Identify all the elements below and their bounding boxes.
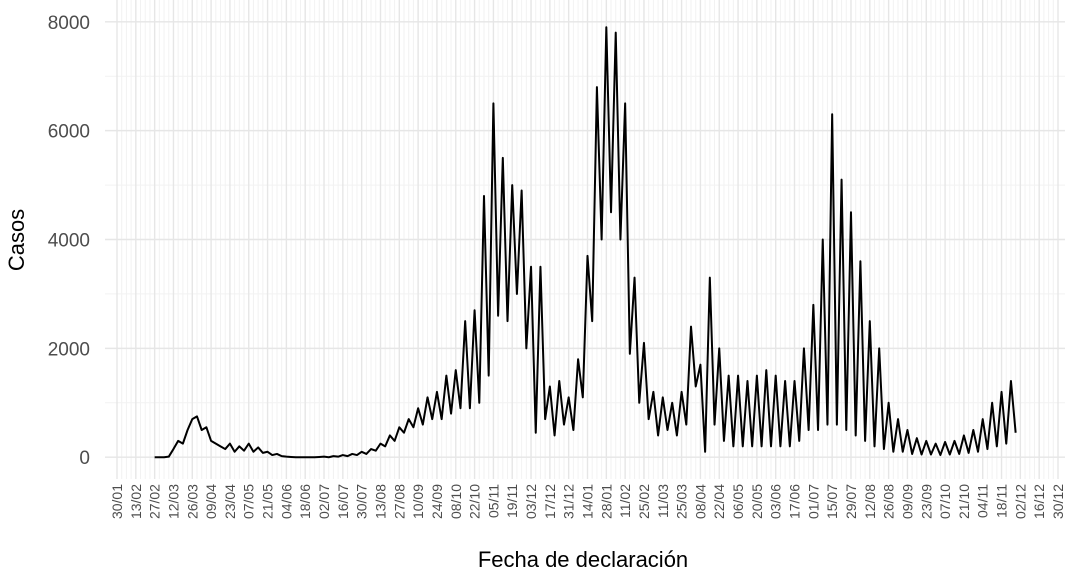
x-tick-label: 09/09 xyxy=(899,484,915,519)
x-tick-label: 07/10 xyxy=(937,484,953,519)
x-tick-label: 26/08 xyxy=(881,484,897,519)
x-tick-label: 06/05 xyxy=(730,484,746,519)
x-tick-label: 29/07 xyxy=(843,484,859,519)
x-tick-label: 24/09 xyxy=(429,484,445,519)
y-tick-label: 2000 xyxy=(48,339,90,360)
x-tick-label: 17/06 xyxy=(787,484,803,519)
x-tick-label: 18/06 xyxy=(297,484,313,519)
x-tick-label: 12/03 xyxy=(165,484,181,519)
x-tick-label: 04/06 xyxy=(278,484,294,519)
x-tick-label: 11/03 xyxy=(655,484,671,518)
y-tick-label: 0 xyxy=(79,448,90,469)
x-tick-label: 16/12 xyxy=(1031,484,1047,519)
x-tick-label: 21/05 xyxy=(260,484,276,519)
x-tick-label: 02/07 xyxy=(316,484,332,519)
x-tick-label: 08/10 xyxy=(448,484,464,519)
x-tick-label: 28/01 xyxy=(598,484,614,519)
x-tick-label: 04/11 xyxy=(975,484,991,518)
x-tick-label: 11/02 xyxy=(617,484,633,518)
x-tick-label: 01/07 xyxy=(805,484,821,519)
y-tick-label: 6000 xyxy=(48,122,90,143)
x-tick-label: 09/04 xyxy=(203,484,219,519)
y-tick-label: 4000 xyxy=(48,231,90,252)
x-tick-label: 16/07 xyxy=(335,484,351,519)
x-tick-label: 22/10 xyxy=(467,484,483,519)
x-tick-label: 31/12 xyxy=(561,484,577,519)
x-tick-label: 30/12 xyxy=(1050,484,1066,519)
x-tick-label: 07/05 xyxy=(241,484,257,519)
x-tick-label: 14/01 xyxy=(580,484,596,519)
x-tick-label: 22/04 xyxy=(711,484,727,519)
data-line xyxy=(154,26,1017,459)
x-tick-label: 25/02 xyxy=(636,484,652,519)
x-tick-label: 25/03 xyxy=(674,484,690,519)
x-tick-label: 23/09 xyxy=(918,484,934,519)
x-tick-label: 13/08 xyxy=(372,484,388,519)
x-tick-label: 03/06 xyxy=(768,484,784,519)
x-tick-label: 05/11 xyxy=(485,484,501,518)
grid xyxy=(105,0,1065,479)
x-tick-label: 26/03 xyxy=(184,484,200,519)
x-axis-label: Fecha de declaración xyxy=(478,547,688,572)
x-tick-label: 30/01 xyxy=(109,484,125,519)
x-tick-label: 12/08 xyxy=(862,484,878,519)
x-tick-label: 27/08 xyxy=(391,484,407,519)
x-tick-label: 17/12 xyxy=(542,484,558,519)
x-tick-label: 13/02 xyxy=(128,484,144,519)
x-tick-label: 27/02 xyxy=(147,484,163,519)
x-tick-label: 03/12 xyxy=(523,484,539,519)
x-tick-label: 21/10 xyxy=(956,484,972,519)
x-tick-label: 19/11 xyxy=(504,484,520,518)
x-tick-label: 30/07 xyxy=(354,484,370,519)
x-tick-label: 02/12 xyxy=(1012,484,1028,519)
x-tick-label: 15/07 xyxy=(824,484,840,519)
x-tick-label: 18/11 xyxy=(994,484,1010,518)
x-tick-label: 23/04 xyxy=(222,484,238,519)
x-tick-label: 20/05 xyxy=(749,484,765,519)
y-axis-label: Casos xyxy=(4,209,29,271)
y-tick-label: 8000 xyxy=(48,13,90,34)
x-tick-label: 08/04 xyxy=(692,484,708,519)
x-tick-label: 10/09 xyxy=(410,484,426,519)
